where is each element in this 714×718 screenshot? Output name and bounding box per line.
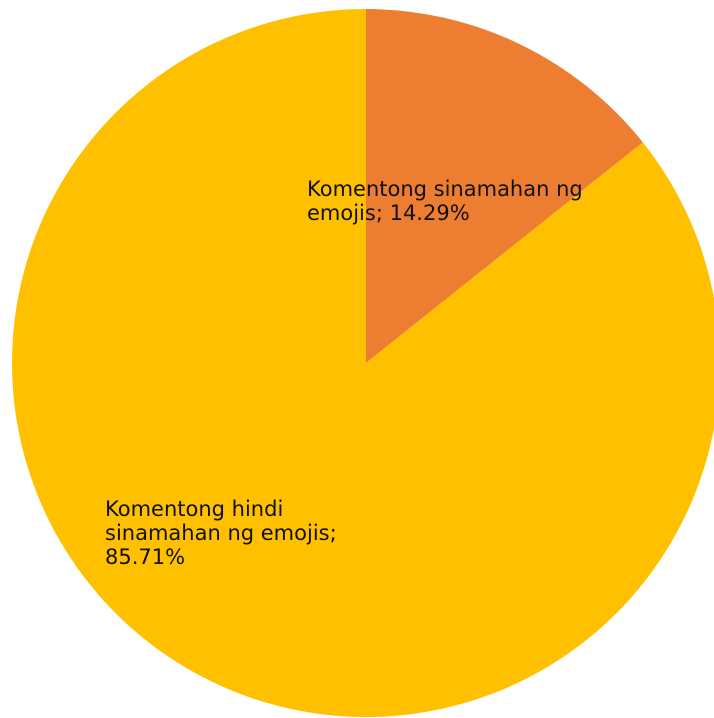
pie-slice-emojis[interactable] <box>366 9 643 363</box>
slice-label-emojis: Komentong sinamahan ng emojis; 14.29% <box>307 177 583 225</box>
pie-slice-no-emojis[interactable] <box>12 9 714 717</box>
slice-label-no-emojis: Komentong hindi sinamahan ng emojis; 85.… <box>105 497 337 569</box>
